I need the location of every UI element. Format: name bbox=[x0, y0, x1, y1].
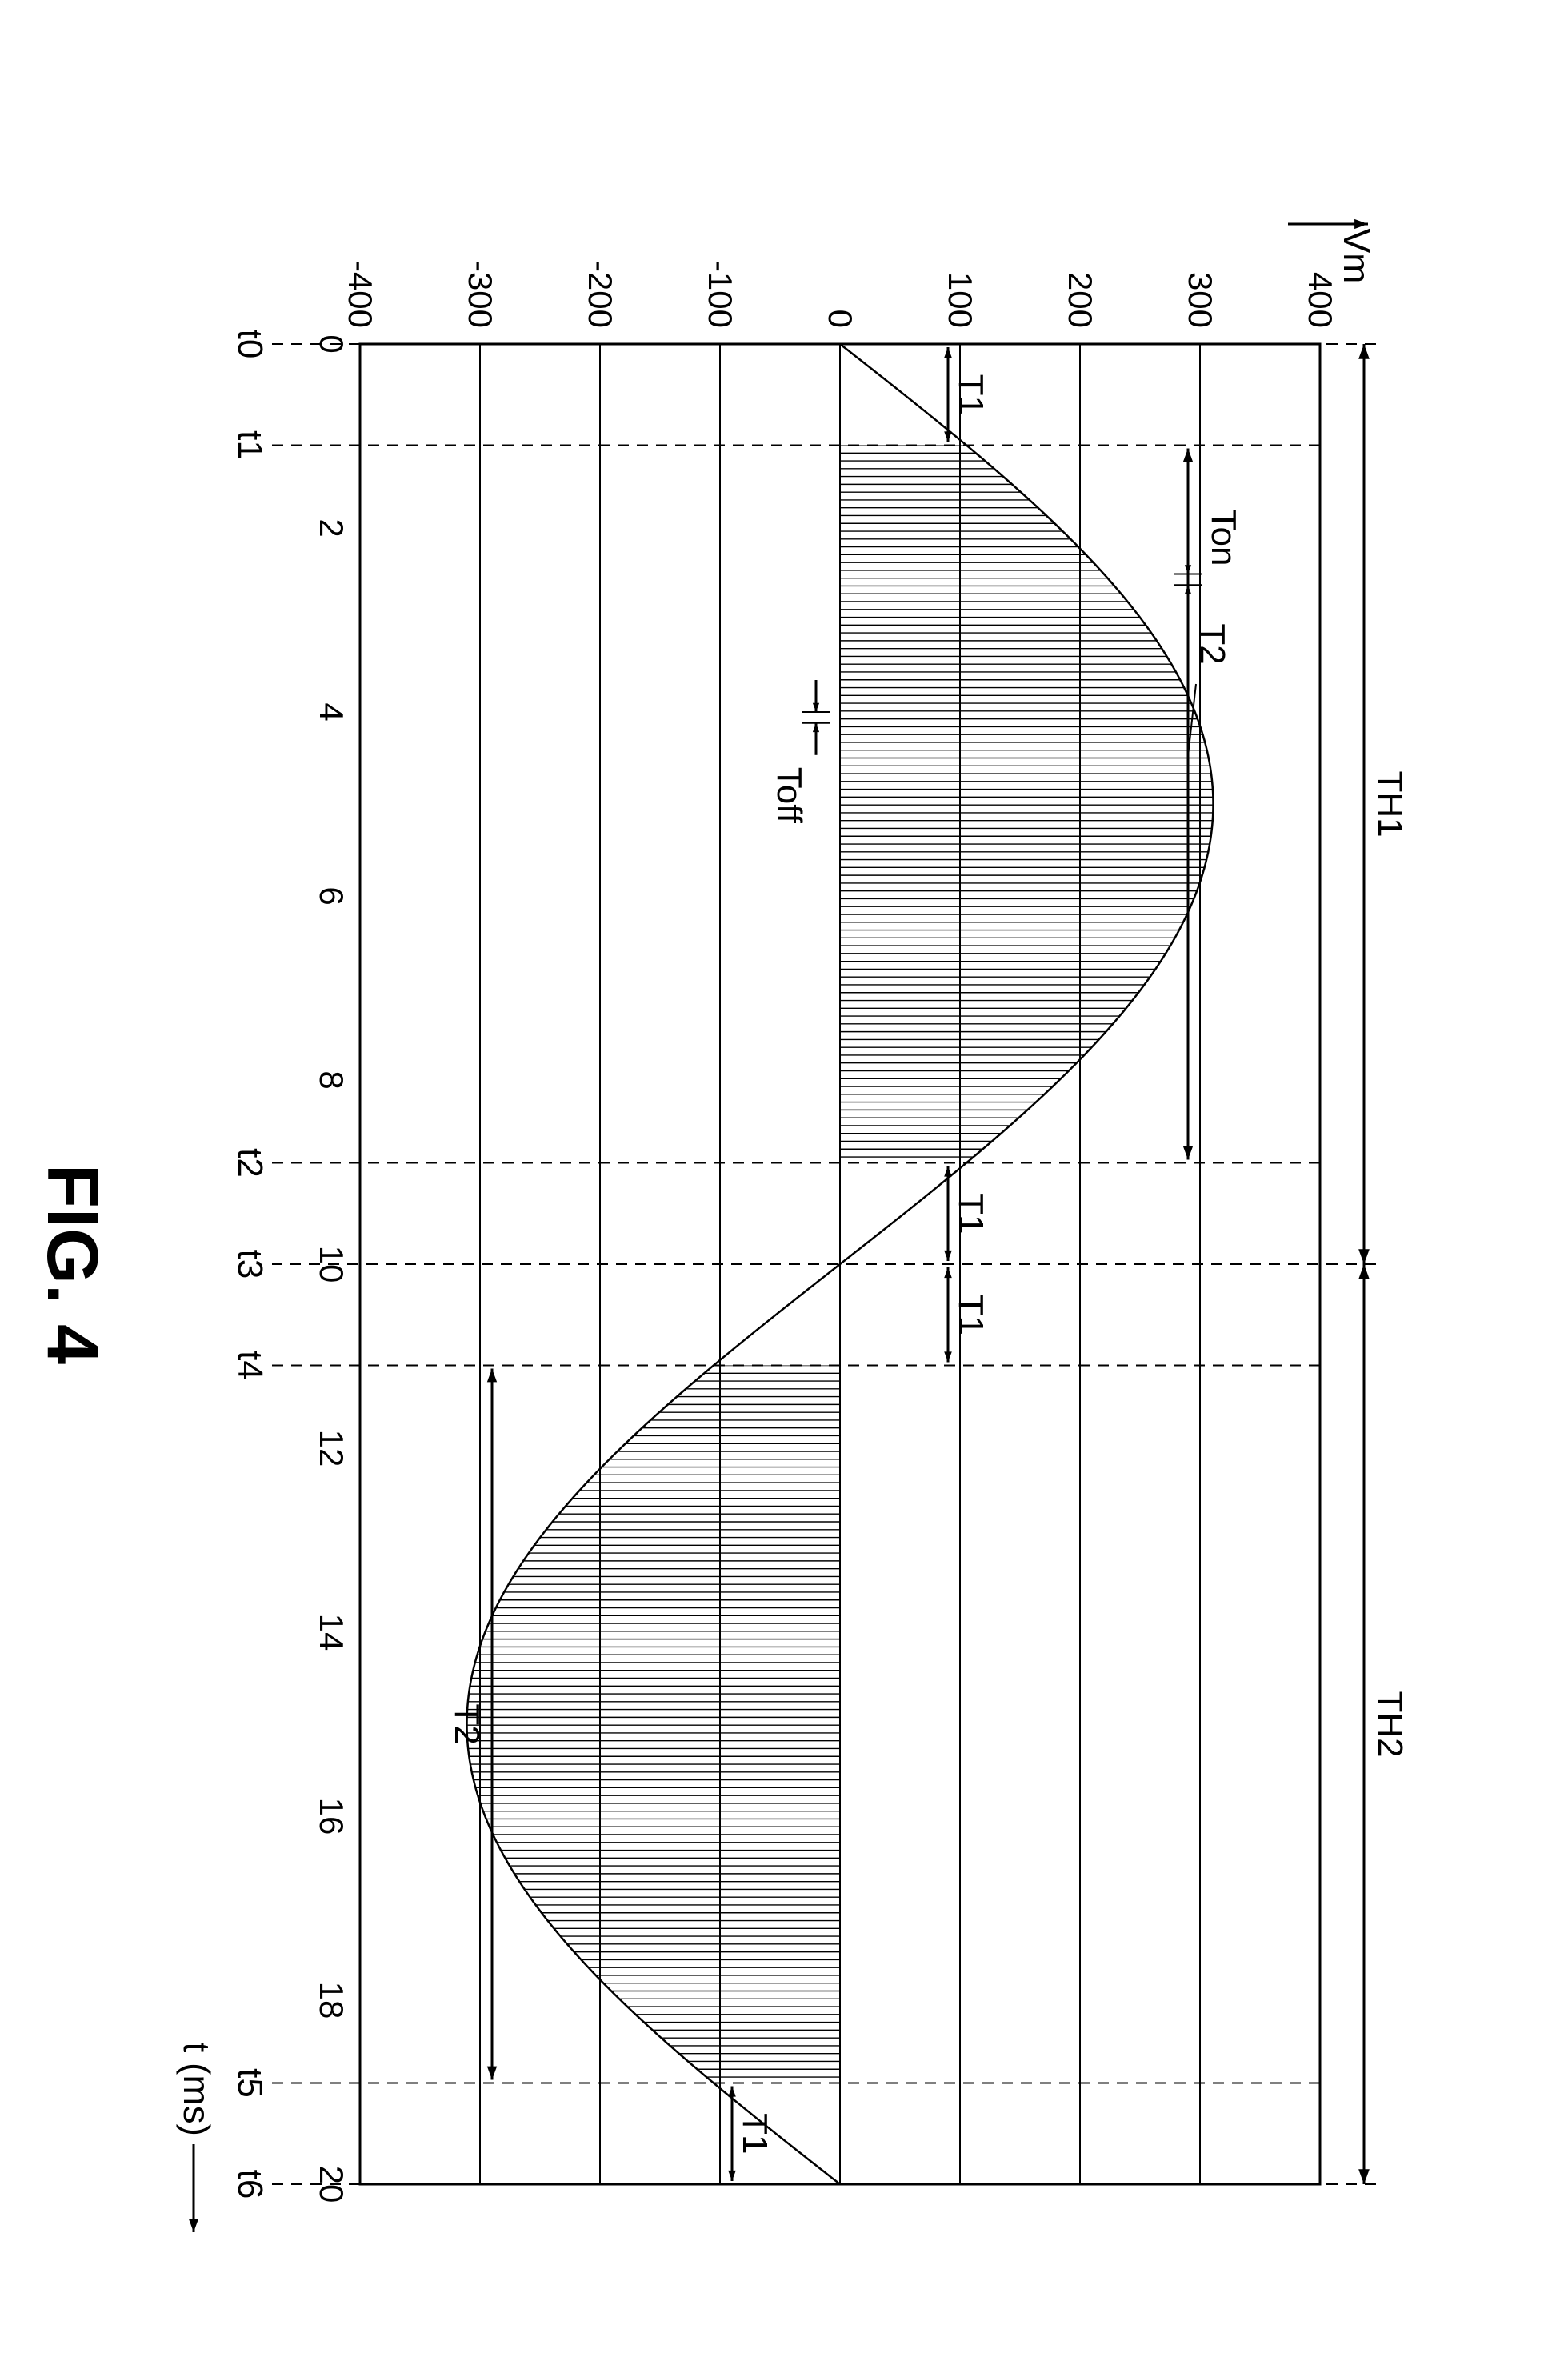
interval-T1-pos-right: T1 bbox=[951, 1193, 990, 1234]
xtick-label: 8 bbox=[313, 1070, 350, 1089]
ytick-label: -100 bbox=[702, 261, 739, 328]
time-event-label: t1 bbox=[230, 430, 270, 460]
th1-label: TH1 bbox=[1370, 770, 1410, 837]
xtick-label: 14 bbox=[313, 1614, 350, 1651]
ytick-label: 0 bbox=[822, 310, 859, 328]
interval-T1-neg-right: T1 bbox=[735, 2113, 774, 2154]
interval-T1-neg-left: T1 bbox=[951, 1295, 990, 1335]
time-event-label: t0 bbox=[230, 330, 270, 359]
interval-T2-neg: T2 bbox=[447, 1703, 486, 1744]
y-axis-label: Vm bbox=[1336, 229, 1378, 284]
x-axis-label: t (ms) bbox=[176, 2042, 218, 2136]
xtick-label: 16 bbox=[313, 1798, 350, 1835]
xtick-label: 18 bbox=[313, 1982, 350, 2019]
xtick-label: 4 bbox=[313, 702, 350, 721]
hatch-negative bbox=[467, 1366, 841, 2083]
xtick-label: 6 bbox=[313, 886, 350, 905]
figure-svg: 02468101214161820-400-300-200-1000100200… bbox=[0, 0, 1568, 2365]
ytick-label: 400 bbox=[1302, 272, 1339, 328]
figure-caption: FIG. 4 bbox=[32, 1164, 112, 1364]
ytick-label: 300 bbox=[1182, 272, 1219, 328]
time-event-label: t4 bbox=[230, 1351, 270, 1380]
ton-label: Ton bbox=[1204, 510, 1243, 566]
ytick-label: -200 bbox=[582, 261, 619, 328]
ytick-label: 100 bbox=[942, 272, 979, 328]
time-event-label: t5 bbox=[230, 2068, 270, 2098]
xtick-label: 2 bbox=[313, 518, 350, 537]
hatch-positive bbox=[840, 446, 1214, 1163]
interval-T1-pos-left: T1 bbox=[951, 374, 990, 415]
ytick-label: 200 bbox=[1062, 272, 1099, 328]
figure-stage: 02468101214161820-400-300-200-1000100200… bbox=[0, 0, 1568, 2365]
time-event-label: t3 bbox=[230, 1250, 270, 1279]
ytick-label: -400 bbox=[342, 261, 379, 328]
toff-label: Toff bbox=[770, 767, 809, 824]
interval-T2-pos: T2 bbox=[1193, 623, 1232, 664]
ytick-label: -300 bbox=[462, 261, 499, 328]
th2-label: TH2 bbox=[1370, 1691, 1410, 1757]
xtick-label: 12 bbox=[313, 1430, 350, 1467]
time-event-label: t6 bbox=[230, 2170, 270, 2199]
time-event-label: t2 bbox=[230, 1148, 270, 1178]
